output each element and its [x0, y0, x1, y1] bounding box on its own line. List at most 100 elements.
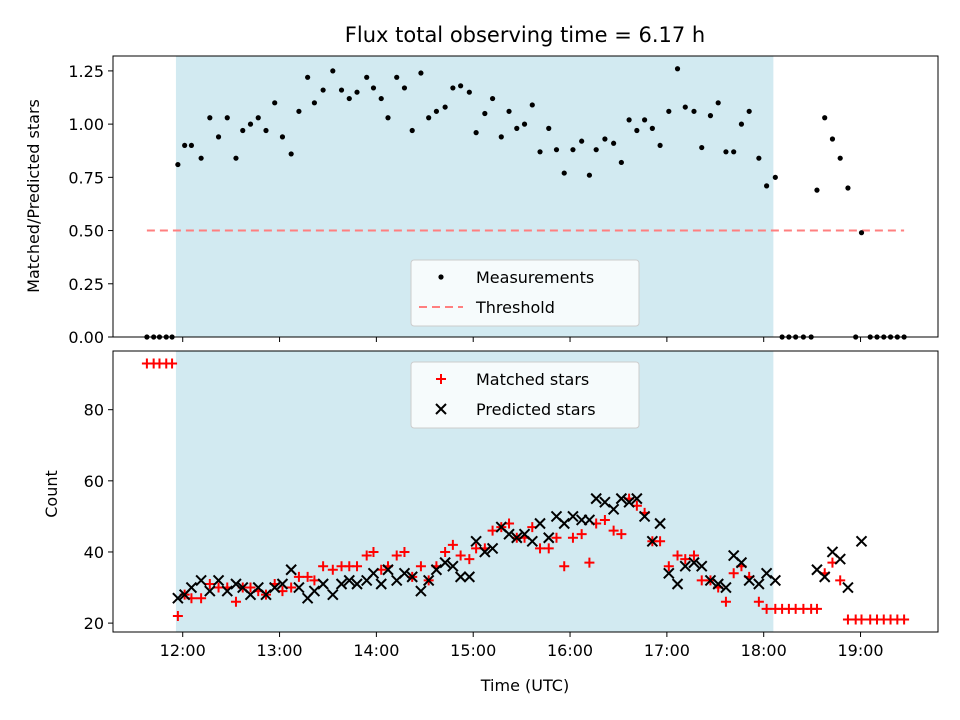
legend-label: Threshold — [475, 298, 555, 317]
data-point — [309, 575, 320, 586]
data-point — [570, 147, 576, 153]
legend-box — [410, 361, 640, 429]
data-point — [415, 561, 426, 572]
data-point — [642, 117, 648, 123]
data-point — [680, 554, 691, 565]
legend-label: Measurements — [476, 268, 594, 287]
data-point — [590, 492, 602, 505]
legend-box — [410, 259, 640, 327]
data-point — [240, 127, 246, 134]
data-point — [247, 121, 254, 127]
data-point — [529, 102, 535, 108]
data-point — [487, 525, 498, 536]
data-point — [398, 567, 411, 580]
data-point — [482, 110, 488, 117]
data-point — [626, 117, 632, 123]
data-point — [368, 546, 379, 557]
y-tick-label: 80 — [84, 401, 104, 420]
legend-marker — [436, 374, 446, 384]
data-point — [599, 496, 611, 508]
plot-frame — [112, 55, 939, 338]
data-point — [288, 151, 294, 157]
data-point — [370, 85, 377, 91]
data-point — [607, 503, 620, 515]
data-point — [293, 581, 305, 594]
data-point — [611, 140, 617, 146]
data-point — [720, 596, 731, 607]
x-tick-label: 19:00 — [837, 641, 883, 660]
data-point — [418, 70, 424, 76]
data-point — [272, 100, 278, 106]
data-point — [682, 104, 688, 110]
data-point — [631, 492, 643, 505]
data-point — [198, 155, 204, 161]
data-point — [602, 136, 608, 142]
data-point — [543, 532, 555, 544]
data-point — [655, 536, 666, 547]
data-point — [486, 542, 499, 555]
x-axis-label: Time (UTC) — [480, 676, 569, 695]
data-point — [230, 578, 242, 590]
data-point — [696, 575, 707, 586]
data-point — [263, 127, 269, 134]
data-point — [255, 115, 261, 121]
data-point — [738, 121, 745, 127]
data-point — [479, 546, 491, 558]
data-point — [534, 517, 546, 530]
data-point — [834, 553, 846, 565]
ratio-panel: 0.00 0.25 0.50 0.75 1.00 1.25 Measurements Thre… — [68, 55, 939, 347]
data-point — [584, 557, 595, 568]
data-point — [845, 185, 851, 191]
data-point — [899, 614, 910, 625]
data-point — [835, 575, 846, 586]
data-point — [503, 528, 515, 540]
data-point — [666, 108, 672, 114]
data-point — [553, 147, 560, 153]
data-point — [343, 574, 355, 587]
data-point — [296, 108, 302, 114]
data-point — [352, 561, 363, 572]
data-point — [439, 556, 451, 569]
data-point — [498, 134, 504, 140]
data-point — [394, 74, 400, 80]
data-point — [327, 588, 339, 601]
data-point — [269, 581, 281, 594]
data-point — [608, 525, 619, 536]
data-point — [175, 161, 181, 168]
y-tick-label: 1.00 — [68, 115, 104, 134]
data-point — [671, 578, 684, 590]
data-point — [346, 95, 352, 102]
data-point — [728, 568, 739, 579]
x-tick-label: 15:00 — [450, 641, 496, 660]
data-point — [769, 574, 782, 587]
data-point — [855, 535, 868, 548]
data-point — [401, 85, 408, 91]
x-tick-label: 12:00 — [160, 641, 206, 660]
legend: Matched stars Predicted stars — [410, 361, 640, 429]
data-point — [391, 550, 402, 561]
data-point — [330, 68, 336, 74]
x-tick-label: 16:00 — [547, 641, 593, 660]
data-point — [196, 593, 207, 604]
legend-label: Predicted stars — [476, 400, 596, 419]
data-point — [433, 108, 440, 114]
data-point — [385, 115, 391, 121]
data-point — [634, 127, 640, 134]
legend: Measurements Threshold — [410, 259, 640, 327]
data-point — [674, 66, 681, 72]
data-point — [691, 108, 697, 114]
data-point — [526, 535, 538, 548]
data-point — [761, 603, 772, 614]
data-point — [546, 125, 552, 131]
data-point — [426, 115, 432, 121]
data-point — [521, 121, 528, 127]
data-point — [537, 149, 543, 155]
data-point — [167, 358, 178, 369]
data-point — [514, 125, 520, 131]
data-point — [743, 574, 755, 587]
data-point — [558, 517, 570, 530]
data-point — [440, 546, 451, 557]
data-point — [286, 582, 297, 593]
data-point — [463, 571, 476, 583]
data-point — [712, 578, 724, 590]
